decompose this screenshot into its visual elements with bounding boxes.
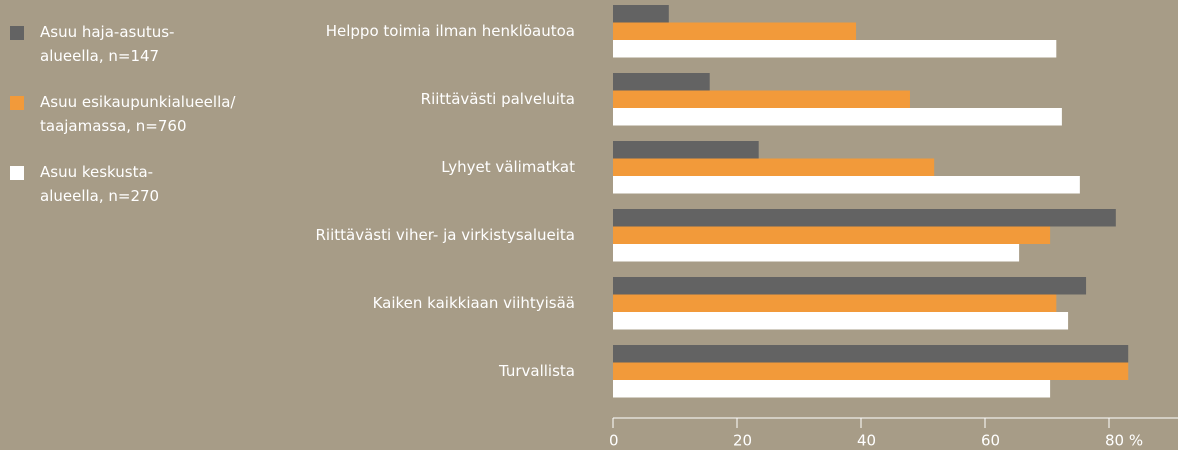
bar <box>613 345 1129 363</box>
bar <box>613 141 759 159</box>
x-tick-label: 80 % <box>1105 432 1143 450</box>
category-label: Turvallista <box>498 362 575 380</box>
bar <box>613 277 1087 295</box>
bar <box>613 244 1020 262</box>
bar <box>613 40 1057 58</box>
bar <box>613 380 1051 398</box>
x-tick-label: 40 <box>857 432 876 450</box>
bar <box>613 176 1080 194</box>
bar <box>613 90 910 108</box>
category-label: Kaiken kaikkiaan viihtyisää <box>373 294 575 312</box>
category-label: Helppo toimia ilman henklöautoa <box>326 22 575 40</box>
legend-swatch <box>10 166 24 180</box>
legend-swatch <box>10 96 24 110</box>
category-label: Riittävästi viher- ja virkistysalueita <box>316 226 576 244</box>
legend-label: Asuu keskusta- alueella, n=270 <box>40 163 160 205</box>
bar <box>613 5 669 23</box>
legend-item: Asuu haja-asutus- alueella, n=147 <box>10 20 280 68</box>
bar <box>613 312 1069 330</box>
legend-label: Asuu esikaupunkialueella/ taajamassa, n=… <box>40 93 236 135</box>
bar <box>613 209 1116 227</box>
legend-swatch <box>10 26 24 40</box>
legend: Asuu haja-asutus- alueella, n=147 Asuu es… <box>10 20 280 230</box>
bar <box>613 108 1062 126</box>
x-tick-label: 60 <box>981 432 1000 450</box>
legend-label: Asuu haja-asutus- alueella, n=147 <box>40 23 175 65</box>
category-label: Lyhyet välimatkat <box>441 158 575 176</box>
bar <box>613 226 1051 244</box>
legend-item: Asuu esikaupunkialueella/ taajamassa, n=… <box>10 90 280 138</box>
bar <box>613 294 1057 312</box>
bar <box>613 362 1129 380</box>
bar <box>613 158 935 176</box>
x-tick-label: 0 <box>609 432 619 450</box>
bar <box>613 22 857 40</box>
category-label: Riittävästi palveluita <box>421 90 575 108</box>
x-tick-label: 20 <box>733 432 752 450</box>
bar <box>613 73 710 91</box>
legend-item: Asuu keskusta- alueella, n=270 <box>10 160 280 208</box>
